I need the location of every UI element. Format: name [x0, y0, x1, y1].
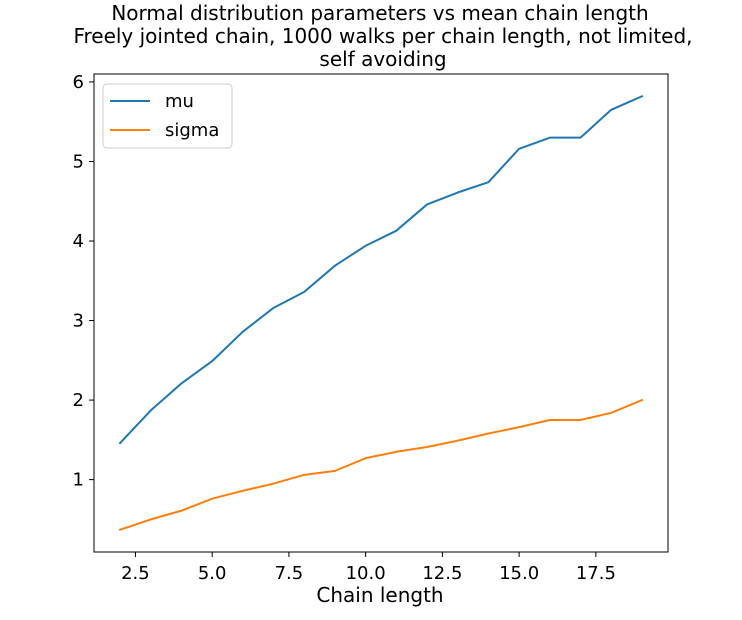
chart-title: Normal distribution parameters vs mean c… — [73, 1, 692, 71]
y-tick-label: 1 — [73, 470, 84, 491]
chart-title-line-3: self avoiding — [319, 47, 446, 71]
x-tick-label: 5.0 — [198, 563, 227, 584]
x-axis-label: Chain length — [316, 583, 443, 607]
y-tick-label: 3 — [73, 311, 84, 332]
y-axis: 1 2 3 4 5 6 — [73, 72, 94, 491]
legend-label-sigma: sigma — [165, 120, 219, 141]
y-tick-label: 4 — [73, 231, 84, 252]
chart-title-line-2: Freely jointed chain, 1000 walks per cha… — [73, 24, 692, 48]
x-tick-label: 2.5 — [121, 563, 150, 584]
x-tick-label: 12.5 — [422, 563, 462, 584]
legend-label-mu: mu — [165, 91, 194, 112]
series-lines — [118, 94, 644, 531]
legend: mu sigma — [102, 83, 233, 149]
x-axis: 2.5 5.0 7.5 10.0 12.5 15.0 17.5 — [121, 552, 616, 584]
y-tick-label: 6 — [73, 72, 84, 93]
plot-area-frame — [93, 73, 669, 553]
chart-title-line-1: Normal distribution parameters vs mean c… — [111, 1, 648, 25]
y-tick-label: 5 — [73, 151, 84, 172]
y-tick-label: 2 — [73, 390, 84, 411]
series-line-mu — [118, 94, 644, 445]
x-tick-label: 17.5 — [576, 563, 616, 584]
x-tick-label: 7.5 — [275, 563, 304, 584]
x-tick-label: 15.0 — [499, 563, 539, 584]
series-line-sigma — [118, 398, 644, 531]
x-tick-label: 10.0 — [346, 563, 386, 584]
